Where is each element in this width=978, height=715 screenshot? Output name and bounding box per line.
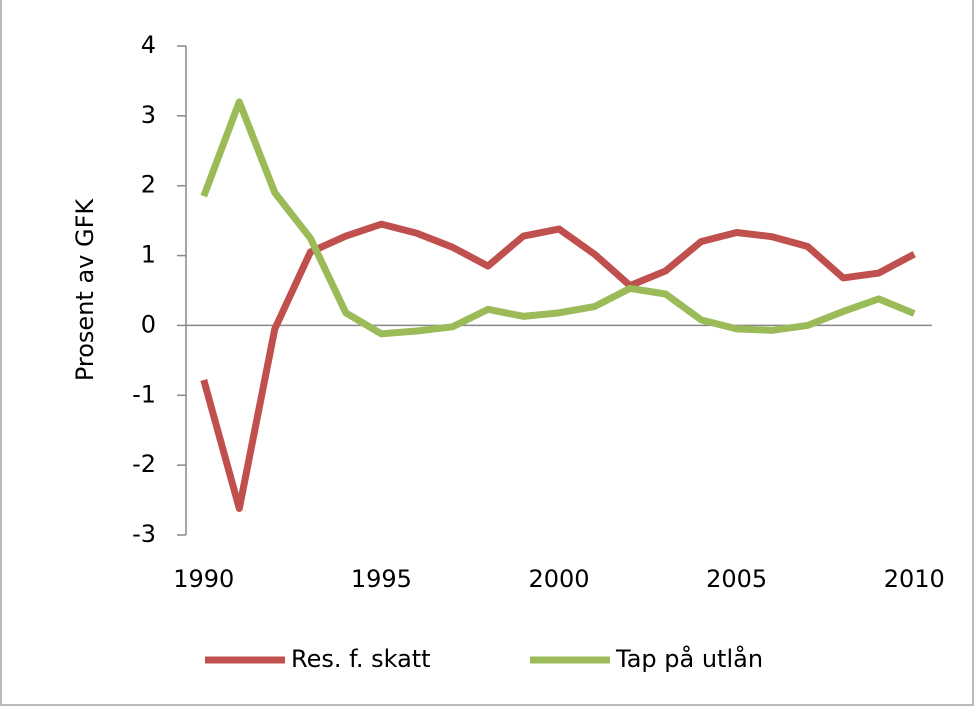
y-tick-label: 4 bbox=[141, 31, 156, 59]
legend-label: Tap på utlån bbox=[615, 644, 763, 673]
y-tick-label: 0 bbox=[141, 310, 156, 338]
series-line bbox=[200, 220, 916, 512]
x-tick-label: 2005 bbox=[706, 565, 767, 593]
y-tick-label: -3 bbox=[132, 520, 156, 548]
x-tick-label: 2010 bbox=[884, 565, 945, 593]
y-tick-label: -2 bbox=[132, 450, 156, 478]
y-tick-label: 1 bbox=[141, 241, 156, 269]
series-line bbox=[200, 98, 916, 338]
legend-label: Res. f. skatt bbox=[291, 645, 431, 673]
y-tick-label: -1 bbox=[132, 380, 156, 408]
x-tick-label: 1995 bbox=[351, 565, 412, 593]
x-tick-label: 2000 bbox=[528, 565, 589, 593]
y-tick-label: 3 bbox=[141, 101, 156, 129]
y-tick-label: 2 bbox=[141, 171, 156, 199]
x-tick-label: 1990 bbox=[173, 565, 234, 593]
y-axis-label: Prosent av GFK bbox=[71, 198, 99, 382]
